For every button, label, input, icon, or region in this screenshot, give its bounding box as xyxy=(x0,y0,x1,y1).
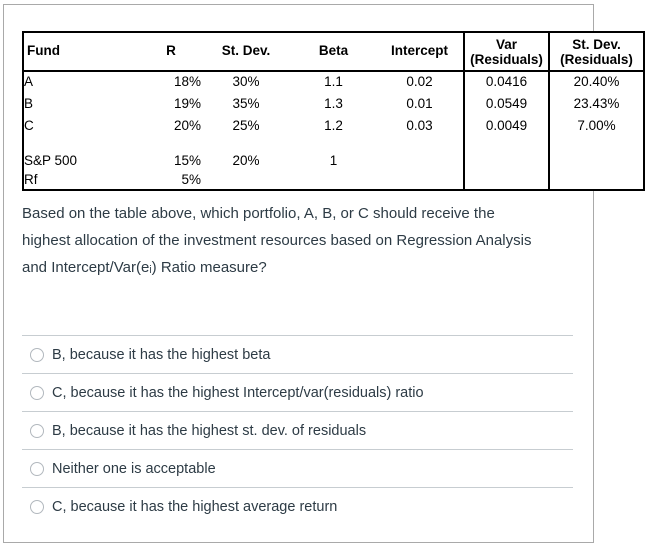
table-row-fund-c: C 20% 25% 1.2 0.03 0.0049 7.00% xyxy=(23,115,644,137)
header-stdev: St. Dev. xyxy=(221,43,271,59)
header-intercept: Intercept xyxy=(390,43,448,59)
radio-button-icon[interactable] xyxy=(30,385,44,400)
radio-button-icon[interactable] xyxy=(30,461,44,476)
answer-option-label[interactable]: B, because it has the highest st. dev. o… xyxy=(52,422,367,439)
answer-option-label[interactable]: C, because it has the highest average re… xyxy=(52,498,338,515)
table-row-fund-b: B 19% 35% 1.3 0.01 0.0549 23.43% xyxy=(23,93,644,115)
answer-option-3[interactable]: B, because it has the highest st. dev. o… xyxy=(22,411,573,449)
answer-option-label[interactable]: C, because it has the highest Intercept/… xyxy=(52,384,424,401)
header-beta: Beta xyxy=(318,43,349,59)
table-row-rf: Rf 5% xyxy=(23,172,644,190)
header-var-residuals: Var (Residuals) xyxy=(463,32,549,71)
answer-option-4[interactable]: Neither one is acceptable xyxy=(22,449,573,487)
radio-button-icon[interactable] xyxy=(30,347,44,362)
table-header-row: Fund R St. Dev. Beta Intercept Var (Resi… xyxy=(23,32,644,71)
header-fund: Fund xyxy=(27,43,60,59)
header-r: R xyxy=(166,43,176,59)
table-row-sp500: S&P 500 15% 20% 1 xyxy=(23,150,644,172)
answer-option-label[interactable]: Neither one is acceptable xyxy=(52,460,216,477)
question-line: highest allocation of the investment res… xyxy=(22,232,532,249)
answer-option-1[interactable]: B, because it has the highest beta xyxy=(22,335,573,373)
question-text: Based on the table above, which portfoli… xyxy=(22,200,567,281)
table-row-fund-a: A 18% 30% 1.1 0.02 0.0416 20.40% xyxy=(23,71,644,93)
radio-button-icon[interactable] xyxy=(30,423,44,438)
question-line: Based on the table above, which portfoli… xyxy=(22,205,495,222)
radio-button-icon[interactable] xyxy=(30,499,44,514)
fund-data-table: Fund R St. Dev. Beta Intercept Var (Resi… xyxy=(22,31,645,191)
answer-options: B, because it has the highest beta C, be… xyxy=(22,335,573,525)
answer-option-5[interactable]: C, because it has the highest average re… xyxy=(22,487,573,525)
answer-option-2[interactable]: C, because it has the highest Intercept/… xyxy=(22,373,573,411)
answer-option-label[interactable]: B, because it has the highest beta xyxy=(52,346,271,363)
question-line: and Intercept/Var(eᵢ) Ratio measure? xyxy=(22,259,267,276)
table-row-spacer xyxy=(23,137,644,150)
header-stdev-residuals: St. Dev. (Residuals) xyxy=(548,32,644,71)
